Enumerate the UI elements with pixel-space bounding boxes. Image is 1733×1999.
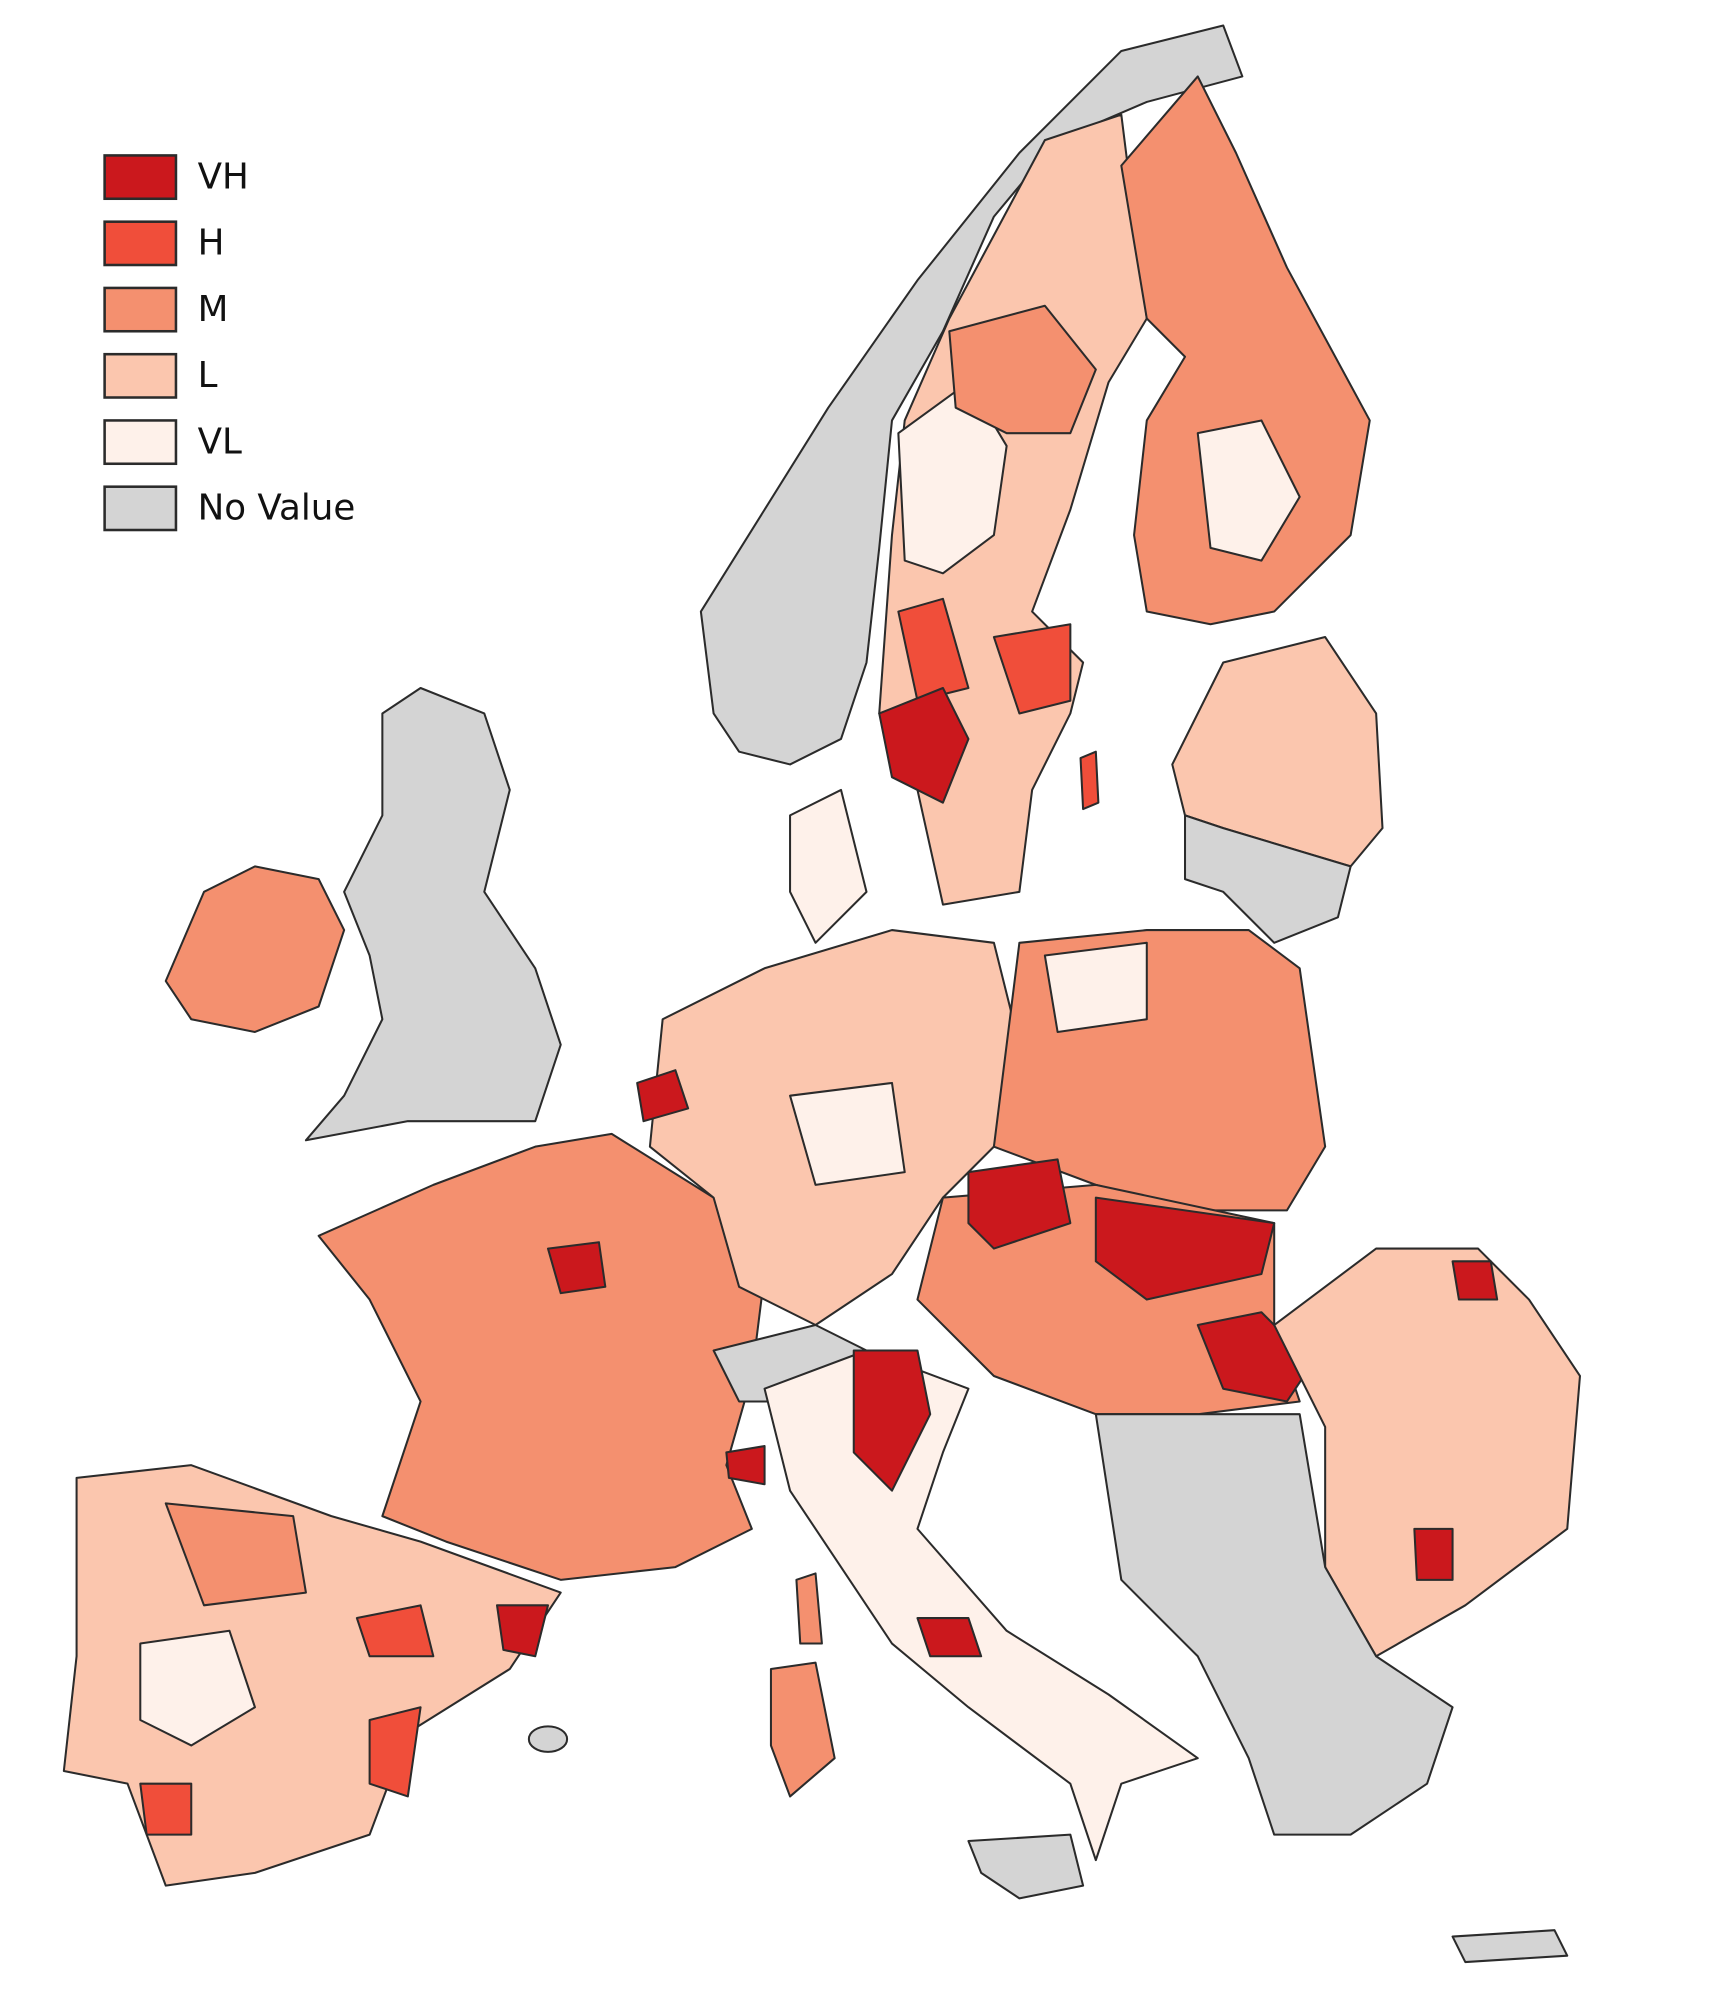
region: [725, 1445, 766, 1486]
region: [1079, 750, 1100, 811]
region: [368, 1706, 422, 1798]
region: [795, 1572, 823, 1645]
region: [164, 1502, 307, 1607]
region: [789, 1081, 906, 1186]
legend-label: No Value: [198, 488, 356, 529]
legend-label: H: [198, 223, 225, 264]
region: [967, 1158, 1072, 1250]
region: [1451, 1260, 1499, 1301]
region: [317, 1132, 766, 1581]
legend-label: VL: [198, 421, 242, 462]
region: [527, 1725, 569, 1753]
region: [852, 1349, 932, 1492]
legend-swatch: [103, 154, 178, 201]
region: [1120, 75, 1371, 626]
region: [1094, 1196, 1276, 1301]
region: [897, 597, 970, 702]
region: [916, 1617, 983, 1658]
region: [789, 788, 868, 944]
region: [1451, 1929, 1569, 1964]
europe-map: [62, 24, 1581, 1964]
region: [992, 623, 1072, 715]
region: [1094, 1413, 1454, 1836]
region: [1183, 814, 1352, 944]
region: [139, 1629, 256, 1747]
region: [496, 1604, 550, 1658]
legend-swatch: [103, 352, 178, 399]
legend-swatch: [103, 286, 178, 333]
region: [355, 1604, 435, 1658]
region: [948, 304, 1097, 435]
legend-label: M: [198, 289, 229, 330]
legend-label: L: [198, 355, 218, 396]
legend-swatch: [103, 220, 178, 267]
legend: VH HML VL No Value: [103, 154, 356, 532]
legend-swatch: [103, 485, 178, 532]
region: [1043, 941, 1148, 1034]
region: [636, 1069, 690, 1123]
legend-swatch: [103, 419, 178, 466]
region: [546, 1241, 607, 1295]
region: [164, 865, 346, 1034]
legend-label: VH: [198, 156, 249, 197]
region: [1413, 1527, 1454, 1581]
region: [139, 1782, 193, 1836]
region: [1196, 419, 1301, 562]
region: [769, 1661, 836, 1798]
region: [304, 686, 562, 1142]
region: [878, 686, 970, 804]
region: [763, 1349, 1199, 1862]
region: [967, 1833, 1085, 1900]
region: [1273, 1247, 1581, 1658]
